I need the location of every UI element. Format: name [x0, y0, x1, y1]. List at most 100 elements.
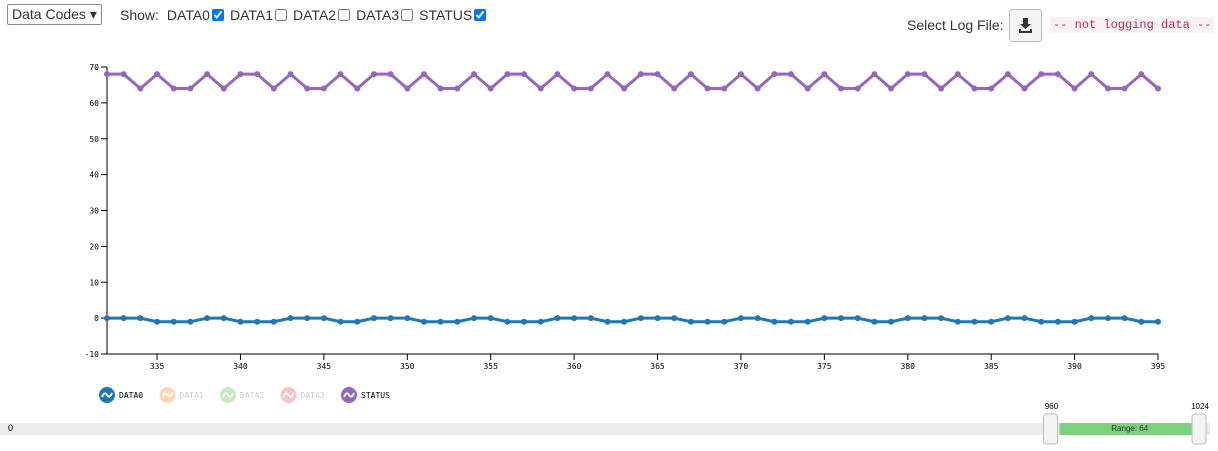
data-point	[104, 71, 110, 78]
data-point	[471, 315, 478, 322]
y-tick-label: -10	[85, 350, 100, 359]
checkbox-input[interactable]	[474, 9, 487, 21]
series-line	[107, 316, 1158, 324]
data-point	[1088, 315, 1095, 322]
data-point	[1071, 85, 1078, 92]
data-point	[587, 315, 594, 322]
data-point	[571, 85, 578, 92]
y-tick-label: 10	[89, 278, 99, 287]
y-tick-label: 0	[94, 314, 99, 323]
data-point	[838, 85, 845, 92]
data-point	[1104, 315, 1111, 322]
data-point	[1038, 71, 1045, 78]
x-tick-label: 365	[650, 362, 665, 371]
data-point	[1138, 318, 1145, 325]
download-icon	[1019, 18, 1032, 33]
checkbox[interactable]: STATUS	[419, 7, 487, 23]
data-point	[420, 318, 427, 325]
legend-label: STATUS	[361, 391, 390, 400]
data-point	[187, 85, 194, 92]
data-point	[454, 85, 461, 92]
data-point	[787, 71, 794, 78]
data-point	[888, 85, 895, 92]
data-point	[287, 315, 294, 322]
data-select[interactable]: Data Codes ▾	[7, 4, 102, 25]
data-point	[104, 315, 110, 322]
legend-label: DATA2	[240, 391, 264, 400]
data-point	[654, 71, 661, 78]
data-point	[504, 71, 511, 78]
data-point	[270, 318, 277, 325]
checkbox-input[interactable]	[275, 9, 288, 21]
data-point	[1038, 318, 1045, 325]
data-point	[771, 318, 778, 325]
data-point	[120, 71, 127, 78]
data-point	[1054, 71, 1061, 78]
checkbox[interactable]: DATA3	[356, 7, 414, 23]
data-point	[954, 71, 961, 78]
data-point	[871, 71, 878, 78]
data-point	[170, 85, 177, 92]
data-point	[737, 71, 744, 78]
data-point	[337, 318, 344, 325]
data-point	[437, 318, 444, 325]
data-point	[604, 318, 611, 325]
data-point	[904, 315, 911, 322]
data-point	[204, 315, 211, 322]
data-point	[871, 318, 878, 325]
legend-item: DATA0	[99, 387, 143, 403]
legend-item: DATA2	[220, 387, 264, 403]
data-point	[237, 318, 244, 325]
data-point	[521, 318, 528, 325]
slider-min: 0	[8, 423, 13, 433]
data-point	[654, 315, 661, 322]
data-point	[1155, 318, 1161, 325]
log-label: Select Log File:	[907, 17, 1004, 33]
y-tick-label: 20	[89, 242, 99, 251]
checkbox-input[interactable]	[401, 9, 414, 21]
checkbox-label: DATA0	[166, 7, 210, 23]
data-point	[754, 85, 761, 92]
data-point	[571, 315, 578, 322]
checkbox[interactable]: DATA1	[230, 7, 288, 23]
data-point	[454, 318, 461, 325]
data-point	[254, 318, 261, 325]
legend-label: DATA3	[301, 391, 325, 400]
x-tick-label: 345	[317, 362, 332, 371]
data-point	[637, 315, 644, 322]
data-point	[521, 71, 528, 78]
log-button[interactable]	[1009, 9, 1042, 42]
log-status: -- not logging data --	[1050, 17, 1215, 33]
data-point	[220, 85, 227, 92]
data-point	[971, 85, 978, 92]
data-point	[621, 85, 628, 92]
data-point	[954, 318, 961, 325]
x-tick-label: 395	[1151, 362, 1166, 371]
checkbox-input[interactable]	[338, 9, 351, 21]
data-point	[320, 85, 327, 92]
slider-range	[1059, 423, 1200, 435]
data-point	[804, 318, 811, 325]
data-point	[621, 318, 628, 325]
checkbox[interactable]: DATA2	[293, 7, 351, 23]
data-point	[938, 315, 945, 322]
data-point	[1021, 85, 1028, 92]
data-point	[787, 318, 794, 325]
data-point	[721, 318, 728, 325]
data-point	[204, 71, 211, 78]
checkbox-input[interactable]	[211, 9, 224, 21]
checkbox[interactable]: DATA0	[167, 7, 224, 23]
data-point	[737, 315, 744, 322]
legend-label: DATA1	[180, 391, 204, 400]
data-point	[237, 71, 244, 78]
slider-handle	[1043, 413, 1058, 445]
data-point	[404, 315, 411, 322]
y-tick-label: 40	[89, 171, 99, 180]
data-point	[404, 85, 411, 92]
data-point	[487, 85, 494, 92]
data-point	[854, 85, 861, 92]
data-point	[187, 318, 194, 325]
legend-label: DATA0	[119, 391, 143, 400]
x-tick-label: 355	[483, 362, 498, 371]
